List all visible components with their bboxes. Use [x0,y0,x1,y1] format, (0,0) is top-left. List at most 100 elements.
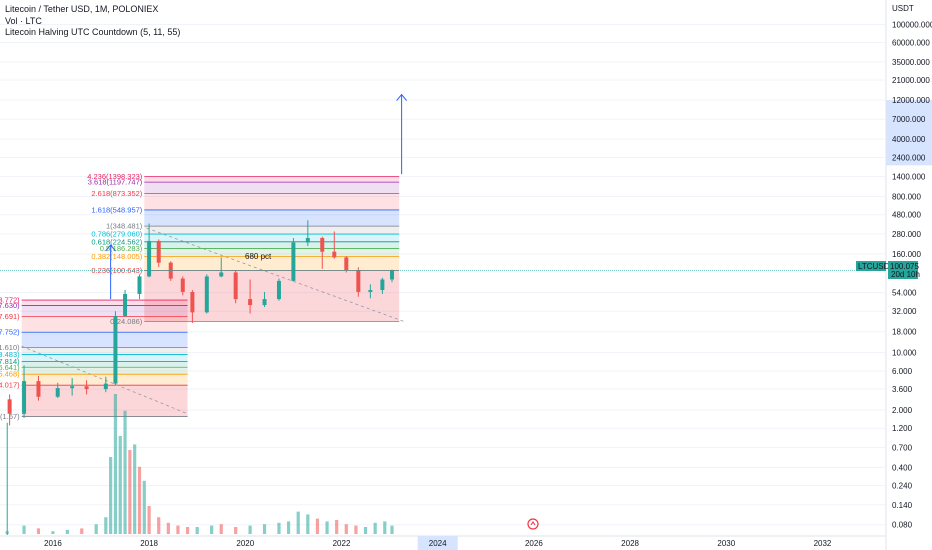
fib-2015-level-label: 0.618(7.814) [0,357,20,366]
fib-2015-level-label: 0.5(6.641) [0,363,20,372]
fib-2015-zone [21,385,188,417]
candle-body[interactable] [147,240,152,277]
price-tick-label: 7000.000 [892,115,926,124]
candle-body[interactable] [344,257,349,271]
candle-body[interactable] [137,276,142,294]
fib-2018-zone [144,241,400,249]
fib-2018-level-label: 0(24.086) [110,317,143,326]
volume-bar [109,457,113,534]
fib-2018-level-label: 1(348.481) [106,222,143,231]
candle-body[interactable] [84,386,89,390]
dashed-trendline[interactable] [146,227,405,322]
percent-annotation[interactable]: 680 pct [245,252,272,261]
price-tick-label: 0.080 [892,521,913,530]
fib-2015-level-label: 0.786(9.483) [0,350,20,359]
fib-2015-zone [21,305,188,317]
arrow-head [396,93,408,101]
candle-body[interactable] [233,272,238,300]
volume-bar [219,524,223,534]
price-tick-label: 60000.000 [892,39,930,48]
price-tick-label: 1400.000 [892,173,926,182]
candle-body[interactable] [291,242,296,281]
volume-bar [325,521,329,534]
volume-bar [210,525,214,534]
countdown-badge: 20d 10h [891,270,920,279]
volume-bar [262,524,267,534]
volume-bar [390,525,394,534]
volume-indicator-label[interactable]: Vol · LTC [5,15,42,26]
volume-bar [344,524,348,534]
volume-bar [118,436,122,534]
candle-body[interactable] [70,386,75,389]
candle-body[interactable] [103,383,108,390]
volume-bar [94,524,98,534]
fib-2018-zone [144,234,400,242]
year-tick-label: 2024 [429,539,447,548]
candle-body[interactable] [368,290,373,292]
candle-body[interactable] [180,278,185,292]
candle-body[interactable] [380,279,385,291]
volume-bar [234,527,238,534]
volume-bar [104,517,108,534]
price-tick-label: 54.000 [892,289,917,298]
arrow-head [105,244,117,252]
price-tick-label: 0.400 [892,463,913,472]
volume-bar [277,522,281,534]
candle-body[interactable] [356,270,361,292]
volume-bar [335,520,339,534]
fib-2018-level-label: 1.618(548.957) [91,205,142,214]
axis-highlight [886,100,932,166]
candle-body[interactable] [156,240,161,263]
candle-body[interactable] [7,399,12,414]
symbol-title[interactable]: Litecoin / Tether USD, 1M, POLONIEX [5,4,159,14]
candle-body[interactable] [36,381,41,397]
price-tick-label: 21000.000 [892,76,930,85]
candle-body[interactable] [190,291,195,313]
volume-bar [133,444,137,534]
candle-body[interactable] [22,381,27,414]
price-tick-label: 480.000 [892,211,921,220]
alert-icon[interactable] [527,518,539,530]
fib-2018-level-label: 2.618(873.352) [91,189,142,198]
year-tick-label: 2028 [621,539,639,548]
price-tick-label: 4000.000 [892,135,926,144]
volume-bar [286,521,291,534]
candle-body[interactable] [320,237,325,252]
fibonacci-extensions[interactable]: 0(1.67)0.236(4.017)0.382(5.468)0.5(6.641… [0,172,400,421]
candle-body[interactable] [123,293,128,316]
price-tick-label: 12000.000 [892,96,930,105]
year-highlight [417,536,458,550]
candle-body[interactable] [276,280,281,300]
candle-body[interactable] [204,276,209,313]
year-tick-label: 2026 [525,539,543,548]
halving-indicator-label[interactable]: Litecoin Halving UTC Countdown (5, 11, 5… [5,27,181,37]
fib-2018-zone [144,248,400,257]
price-tick-label: 10.000 [892,349,917,358]
candle-body[interactable] [219,272,224,277]
fib-2015-level-label: 3.618(37.630) [0,301,20,310]
trendlines[interactable] [21,227,405,415]
candle-body[interactable] [55,388,60,397]
volume-bar [315,518,320,534]
fib-2018-zone [144,209,400,227]
fib-2018-level-label: 0.382(148.005) [91,252,142,261]
year-tick-label: 2016 [44,539,62,548]
projection-arrows[interactable] [105,93,408,300]
candle-body[interactable] [113,315,118,384]
candle-body[interactable] [262,299,267,306]
price-axis[interactable]: USDT 100000.000 60000.000 35000.000 21000.00… [885,0,932,550]
candles[interactable] [6,220,394,535]
candle-body[interactable] [389,270,394,280]
candle-body[interactable] [248,299,253,306]
fib-2018-zone [144,226,400,235]
time-axis[interactable]: 2016 2018 2020 2022 2024 2026 2028 2030 2032 [0,535,886,550]
fib-2015-zone [21,354,188,362]
fib-2015-zone [21,361,188,368]
fib-2018-level-label: 0.618(224.562) [91,237,142,246]
fib-2015-level-label: 1(11.610) [0,343,20,352]
candle-body[interactable] [305,237,310,243]
volume-bar [142,480,146,534]
candle-body[interactable] [332,251,337,258]
